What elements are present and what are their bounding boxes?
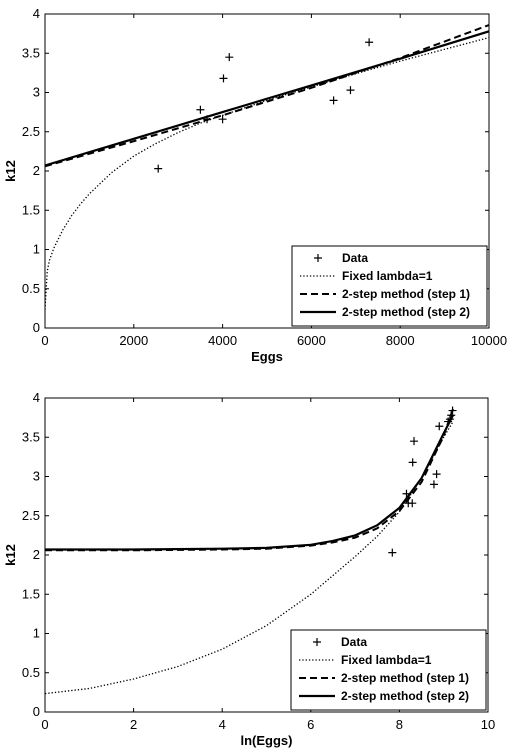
legend-entry-label: Data: [341, 635, 367, 649]
series-line-3: [45, 30, 489, 167]
legend-swatch-data: [314, 254, 322, 262]
series-group: [45, 406, 457, 695]
data-point-marker: [410, 437, 419, 446]
legend-entry-label: Data: [342, 251, 368, 265]
y-axis-label: k12: [3, 544, 18, 566]
series-line-2: [45, 24, 489, 168]
data-point-marker: [196, 105, 205, 114]
x-tick-label: 2: [130, 717, 137, 732]
x-tick-label: 0: [41, 333, 48, 348]
data-point-marker: [225, 53, 234, 62]
x-tick-label: 4000: [208, 333, 237, 348]
y-tick-label: 4: [33, 390, 40, 405]
data-point-marker: [154, 164, 163, 173]
series-line-3: [45, 414, 454, 551]
y-tick-label: 2.5: [22, 508, 40, 523]
data-point-marker: [429, 480, 438, 489]
y-tick-label: 0: [33, 320, 40, 335]
legend-entry-label: Fixed lambda=1: [341, 653, 432, 667]
series-group: [45, 24, 489, 310]
y-tick-label: 1: [33, 242, 40, 257]
data-point-marker: [408, 458, 417, 467]
legend-swatch-data: [313, 638, 321, 646]
chart-panel-2: 0 2 4 6 8 10 0 0.5 1 1.5 2 2.5 3 3.5 4 ln(Eggs) k12 Data F…: [3, 390, 495, 748]
data-point-marker: [435, 422, 444, 431]
legend-entry-label: 2-step method (step 2): [342, 305, 470, 319]
legend-entry-label: 2-step method (step 1): [341, 671, 469, 685]
x-tick-label: 6000: [297, 333, 326, 348]
x-axis-label: ln(Eggs): [241, 733, 293, 748]
y-tick-label: 3.5: [22, 45, 40, 60]
y-tick-label: 0.5: [22, 665, 40, 680]
y-tick-label: 3.5: [22, 429, 40, 444]
y-tick-label: 2: [33, 547, 40, 562]
x-tick-label: 6: [307, 717, 314, 732]
data-point-marker: [219, 74, 228, 83]
data-point-marker: [432, 470, 441, 479]
y-tick-label: 2: [33, 163, 40, 178]
data-point-marker: [365, 38, 374, 47]
x-tick-label: 2000: [119, 333, 148, 348]
data-point-marker: [329, 96, 338, 105]
x-tick-label: 4: [219, 717, 226, 732]
legend-entry-label: 2-step method (step 1): [342, 287, 470, 301]
data-point-marker: [408, 499, 417, 508]
x-tick-label: 0: [41, 717, 48, 732]
y-tick-label: 1: [33, 626, 40, 641]
chart-panel-1: 0 2000 4000 6000 8000 10000 0 0.5 1 1.5 2 2.5 3 3.5 4 E…: [3, 6, 507, 364]
data-point-marker: [346, 86, 355, 95]
legend: Data Fixed lambda=1 2-step method (step 1)…: [290, 629, 487, 711]
y-tick-label: 0.5: [22, 281, 40, 296]
y-tick-label: 4: [33, 6, 40, 21]
y-tick-label: 0: [33, 704, 40, 719]
y-tick-label: 2.5: [22, 124, 40, 139]
x-tick-label: 10000: [471, 333, 507, 348]
legend: Data Fixed lambda=1 2-step method (step 1)…: [291, 245, 488, 327]
y-tick-label: 1.5: [22, 586, 40, 601]
data-point-marker: [388, 548, 397, 557]
x-tick-label: 8000: [386, 333, 415, 348]
y-tick-label: 3: [33, 85, 40, 100]
y-tick-label: 3: [33, 469, 40, 484]
x-axis-label: Eggs: [251, 349, 283, 364]
data-point-marker: [218, 115, 227, 124]
legend-entry-label: Fixed lambda=1: [342, 269, 433, 283]
x-tick-label: 8: [396, 717, 403, 732]
legend-entry-label: 2-step method (step 2): [341, 689, 469, 703]
y-axis-label: k12: [3, 160, 18, 182]
x-tick-label: 10: [481, 717, 495, 732]
series-line-1: [45, 36, 489, 310]
y-tick-label: 1.5: [22, 202, 40, 217]
series-line-2: [45, 408, 454, 552]
